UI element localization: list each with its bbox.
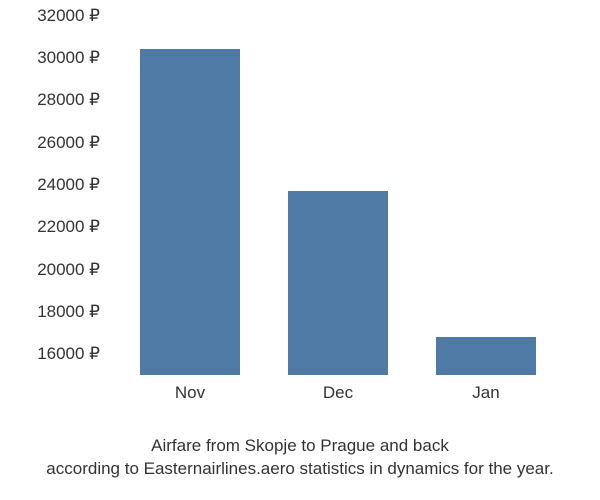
bar (436, 337, 536, 375)
y-tick-label: 22000 ₽ (37, 217, 100, 237)
y-tick-label: 28000 ₽ (37, 90, 100, 110)
y-tick-label: 26000 ₽ (37, 133, 100, 153)
caption-line-1: Airfare from Skopje to Prague and back (151, 436, 449, 455)
bar (288, 191, 388, 375)
caption-line-2: according to Easternairlines.aero statis… (46, 459, 553, 478)
y-tick-label: 18000 ₽ (37, 302, 100, 322)
chart-caption: Airfare from Skopje to Prague and back a… (0, 435, 600, 481)
y-tick-label: 32000 ₽ (37, 6, 100, 26)
y-tick-label: 30000 ₽ (37, 48, 100, 68)
airfare-bar-chart: 16000 ₽ 18000 ₽ 20000 ₽ 22000 ₽ 24000 ₽ 26000… (0, 0, 600, 500)
x-tick-label: Nov (140, 383, 240, 403)
bar (140, 49, 240, 375)
x-tick-label: Jan (436, 383, 536, 403)
y-tick-label: 24000 ₽ (37, 175, 100, 195)
y-tick-label: 20000 ₽ (37, 260, 100, 280)
x-tick-label: Dec (288, 383, 388, 403)
y-tick-label: 16000 ₽ (37, 344, 100, 364)
